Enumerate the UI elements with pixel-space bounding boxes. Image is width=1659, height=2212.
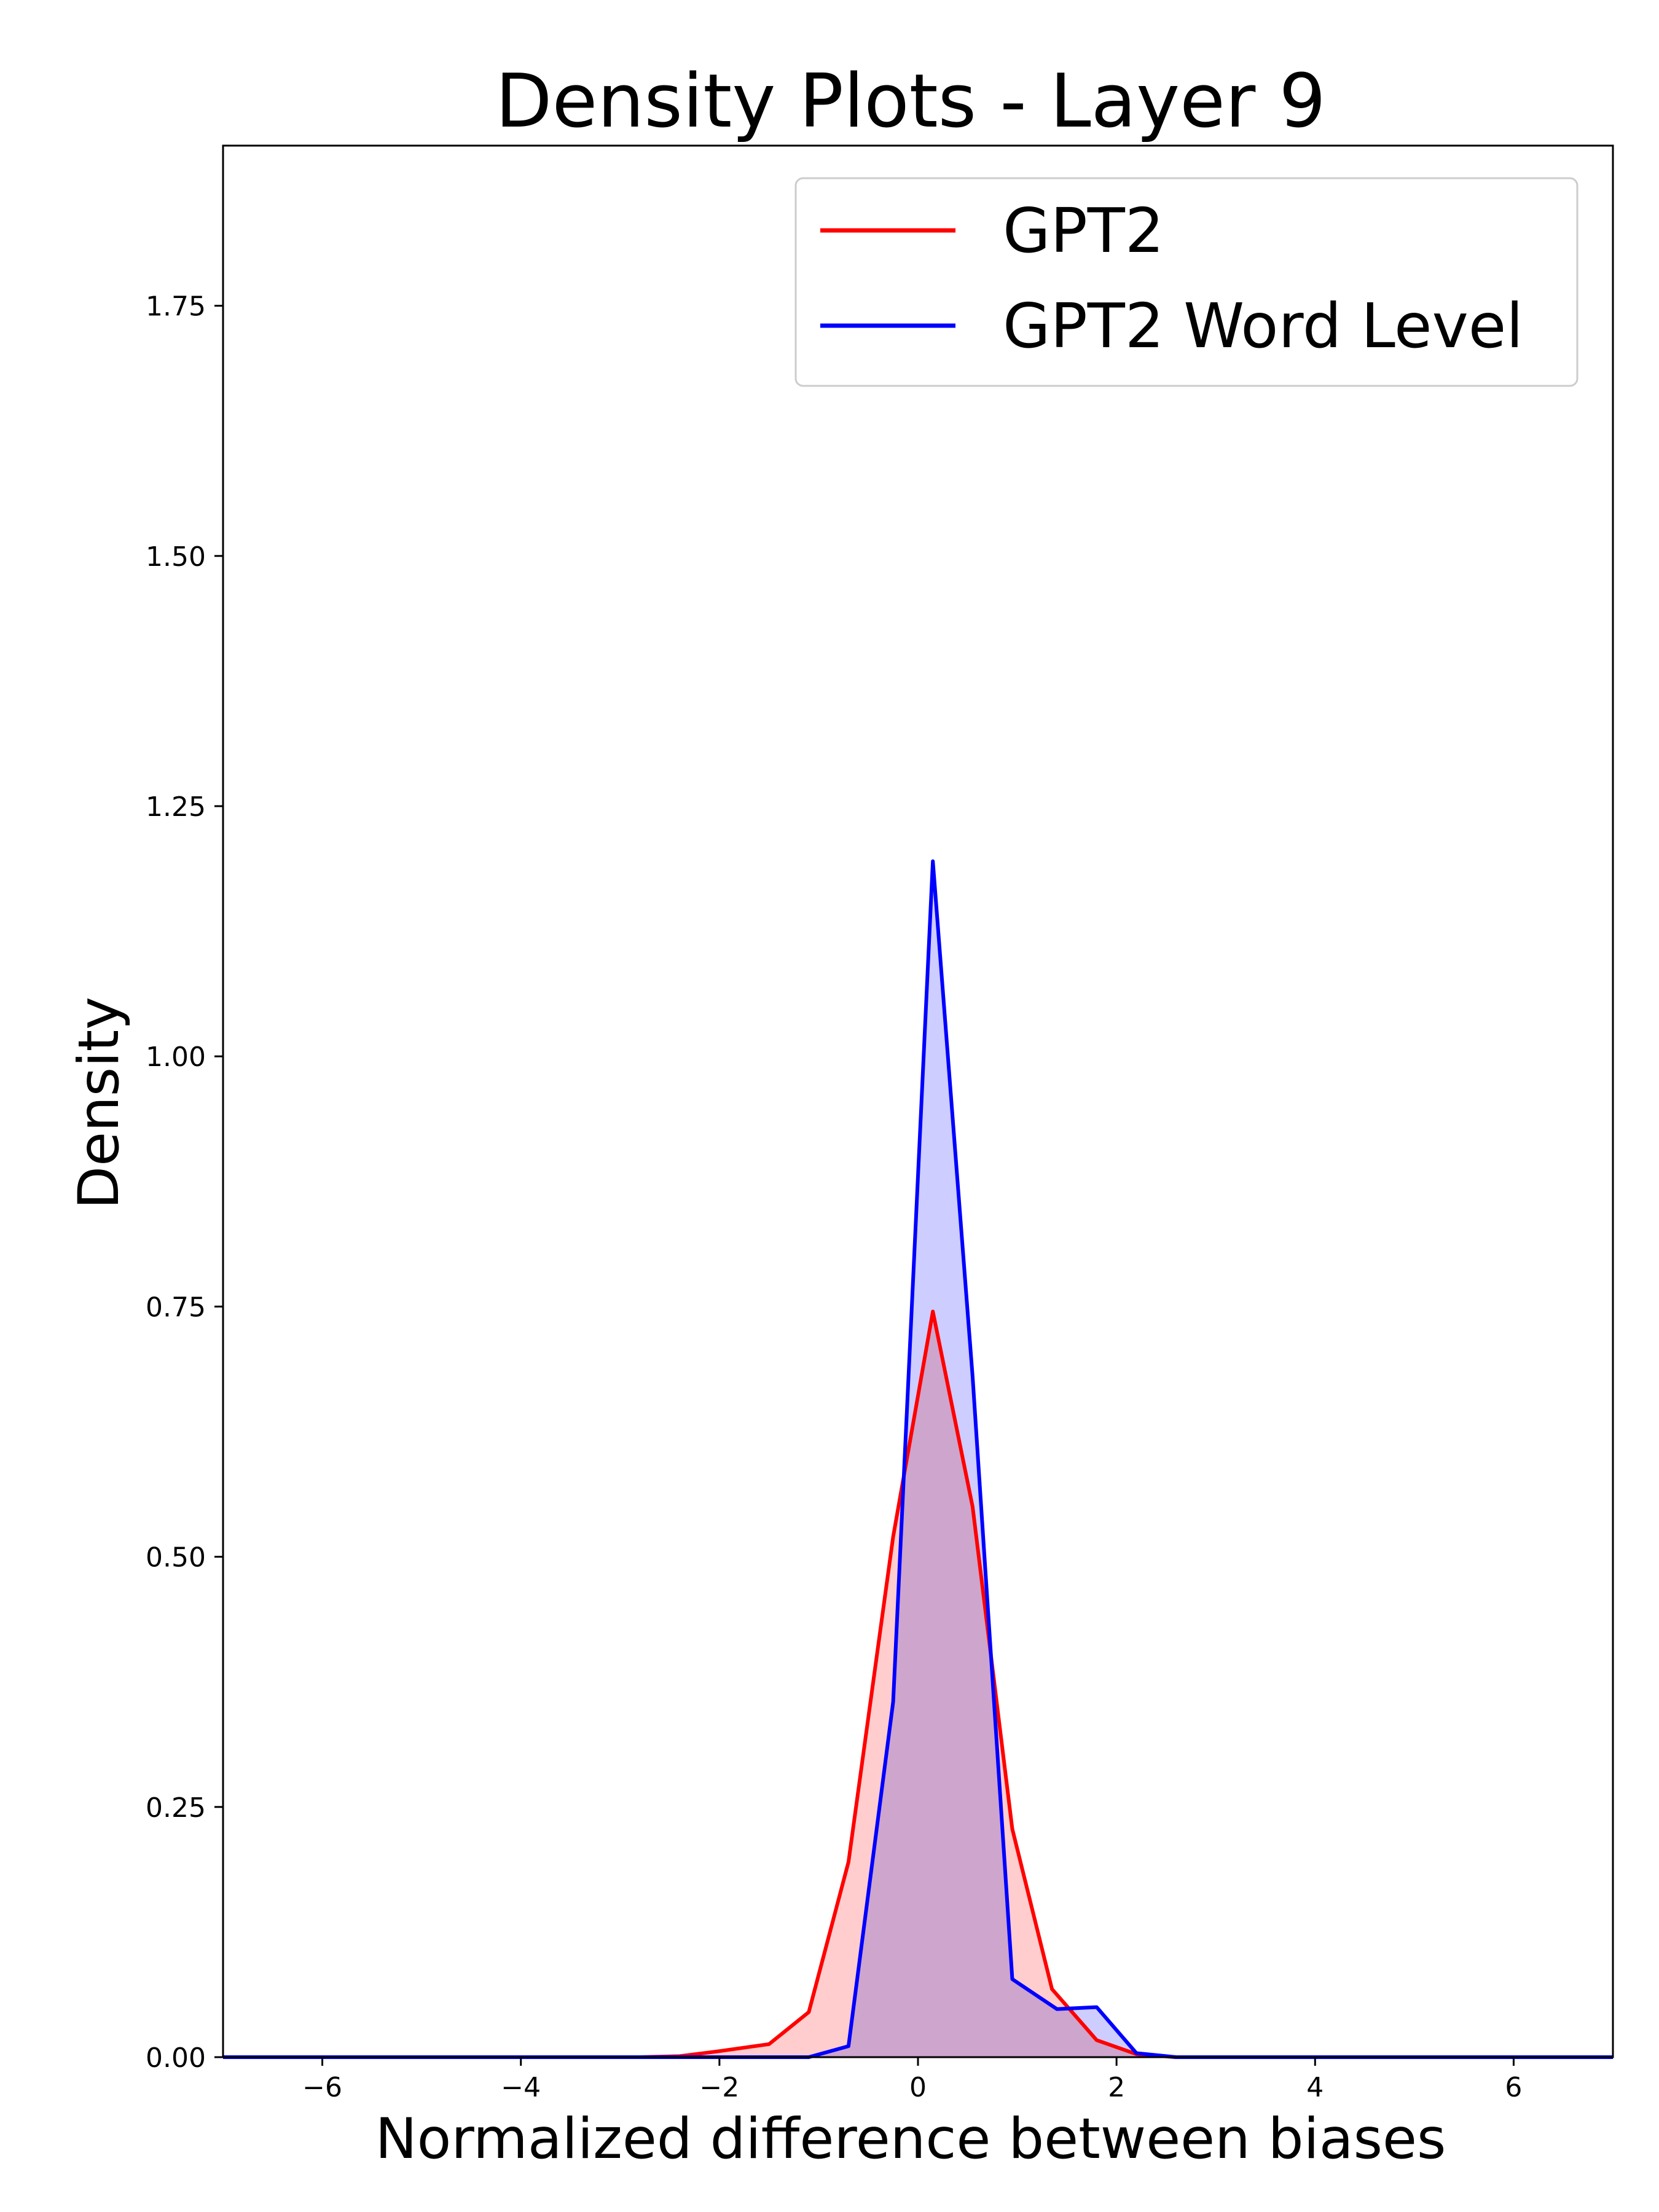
y-tick-label: 0.50 bbox=[146, 1542, 206, 1574]
y-tick-label: 1.00 bbox=[146, 1041, 206, 1073]
y-tick-label: 1.25 bbox=[146, 791, 206, 823]
legend-label-gpt2: GPT2 bbox=[1003, 195, 1164, 267]
x-tick-label: 2 bbox=[1108, 2072, 1125, 2103]
series-fill-gpt2-word-level bbox=[223, 861, 1613, 2057]
y-tick-label: 0.75 bbox=[146, 1292, 206, 1323]
plot-area bbox=[223, 859, 1613, 2059]
legend-label-gpt2-word-level: GPT2 Word Level bbox=[1003, 290, 1523, 362]
x-tick-label: −4 bbox=[501, 2072, 541, 2103]
x-axis-ticks: −6 −4 −2 0 2 4 6 bbox=[302, 2057, 1522, 2103]
series-line-gpt2-word-level bbox=[223, 859, 1613, 2059]
x-tick-label: −6 bbox=[302, 2072, 342, 2103]
x-tick-label: 6 bbox=[1505, 2072, 1522, 2103]
legend: GPT2 GPT2 Word Level bbox=[794, 177, 1579, 387]
y-tick-label: 1.50 bbox=[146, 541, 206, 573]
y-axis-ticks: 0.00 0.25 0.50 0.75 1.00 1.25 1.50 1.75 bbox=[146, 291, 223, 2074]
chart-title: Density Plots - Layer 9 bbox=[495, 59, 1326, 144]
series-line-gpt2 bbox=[223, 1309, 1613, 2059]
series-fills bbox=[223, 861, 1613, 2057]
y-tick-label: 1.75 bbox=[146, 291, 206, 323]
y-tick-label: 0.00 bbox=[146, 2042, 206, 2074]
legend-box bbox=[794, 177, 1579, 387]
series-lines bbox=[223, 859, 1613, 2059]
x-tick-label: 4 bbox=[1306, 2072, 1324, 2103]
y-tick-label: 0.25 bbox=[146, 1792, 206, 1824]
x-tick-label: 0 bbox=[909, 2072, 927, 2103]
x-tick-label: −2 bbox=[699, 2072, 739, 2103]
y-axis-label: Density bbox=[67, 997, 131, 1209]
x-axis-label: Normalized difference between biases bbox=[375, 2107, 1446, 2171]
